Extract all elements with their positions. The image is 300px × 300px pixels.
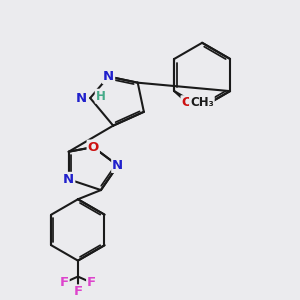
Text: N: N bbox=[63, 173, 74, 186]
Text: O: O bbox=[88, 141, 99, 154]
Text: F: F bbox=[59, 276, 69, 289]
Text: CH₃: CH₃ bbox=[190, 96, 214, 109]
Text: N: N bbox=[103, 70, 114, 83]
Text: F: F bbox=[87, 276, 96, 289]
Text: F: F bbox=[73, 285, 83, 298]
Text: O: O bbox=[182, 96, 193, 109]
Text: N: N bbox=[112, 159, 123, 172]
Text: N: N bbox=[75, 92, 86, 104]
Text: H: H bbox=[96, 90, 106, 103]
